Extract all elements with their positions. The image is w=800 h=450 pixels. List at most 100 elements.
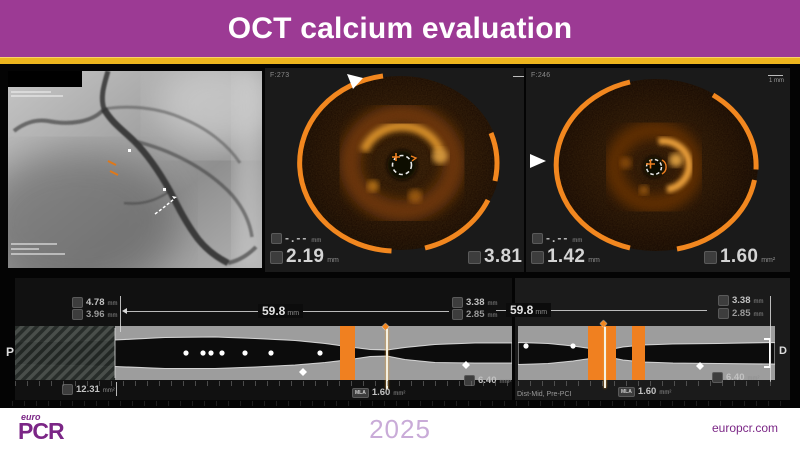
area-value: 3.81 — [484, 246, 523, 267]
diameter-icon — [72, 309, 83, 320]
oct-cross-section-distal-panel: F:246 1 mm -.-- mm 1.42 mm 1.60 mm² — [526, 68, 790, 272]
span-value: 59.8 — [262, 304, 286, 318]
mla-marker — [604, 327, 606, 388]
pending-measure-row: -.-- mm — [532, 231, 582, 245]
diameter-icon — [531, 250, 544, 264]
calcium-band — [632, 326, 645, 380]
bookmark-triangle-icon — [530, 154, 546, 168]
ref-diameter-row-2: 3.96 mm — [72, 309, 118, 320]
oct-cross-section-mid-panel: F:273 -.-- mm 2.19 mm 3.81 mm² — [265, 68, 524, 272]
distal-diameter-row-2: 2.85 mm — [452, 309, 498, 320]
lumen-contour — [15, 336, 512, 370]
lumen-contour — [518, 341, 775, 366]
europcr-logo: PCR — [18, 418, 65, 444]
span-line — [496, 310, 506, 311]
area-row: 1.60 mm² — [704, 246, 775, 268]
distal-marker-line — [770, 296, 771, 382]
calcium-band — [340, 326, 355, 380]
area-unit: mm² — [761, 257, 776, 264]
bookmark-triangle-icon — [347, 74, 363, 89]
span-label: 59.8 mm — [258, 304, 304, 318]
mla-diamond-icon: ◆ — [600, 318, 607, 328]
diameter-icon — [718, 308, 729, 319]
pullback-ruler — [518, 381, 775, 386]
angio-annotations — [107, 149, 177, 215]
lumen-profile-right — [518, 326, 775, 380]
diameter-unit: mm — [588, 257, 600, 264]
span-label: 59.8 mm — [506, 303, 552, 317]
measure-arrow — [154, 198, 175, 215]
pending-measure-row: -.-- mm — [271, 231, 321, 245]
catheter-reticle — [391, 153, 418, 176]
oct-scan-distal — [530, 79, 759, 252]
distal-area: 6.40 — [478, 375, 497, 386]
pending-unit: mm — [311, 238, 322, 244]
diameter-icon — [270, 250, 283, 264]
coronary-vessels — [12, 71, 258, 266]
ref-diameter-row-1: 4.78 mm — [72, 297, 118, 308]
mla-marker — [386, 329, 388, 389]
angiogram-panel — [8, 71, 262, 268]
ruler-icon — [271, 232, 282, 244]
strut-dots — [523, 343, 704, 370]
area-icon — [704, 250, 717, 264]
frame-label: F:246 — [531, 72, 551, 79]
area-marker-line — [116, 382, 117, 396]
angio-info-text — [11, 91, 51, 93]
min-diameter-row: 1.42 mm — [531, 246, 600, 268]
calcium-band — [588, 326, 616, 380]
scale-label: 1 mm — [769, 78, 784, 84]
distal-diameter-1: 3.38 — [732, 295, 751, 306]
distal-diameter-row-1: 3.38 mm — [718, 295, 764, 306]
europcr-logo-euro: euro — [21, 412, 41, 422]
lumen-profile-left — [15, 326, 512, 380]
distal-diameter-2: 2.85 — [732, 308, 751, 319]
pending-unit: mm — [572, 238, 583, 244]
distal-diameter-row-1: 3.38 mm — [452, 297, 498, 308]
prox-area: 12.31 — [76, 384, 100, 395]
wire-marker — [107, 160, 119, 176]
distal-diameter-2: 2.85 — [466, 309, 485, 320]
diameter-unit: mm — [327, 257, 339, 264]
diameter-icon — [452, 297, 463, 308]
pending-value: -.-- — [546, 231, 570, 245]
mla-chip: MLA — [618, 386, 635, 397]
ref-marker-line — [120, 296, 121, 332]
year-label: 2025 — [369, 414, 431, 444]
oct-scan-mid — [297, 73, 500, 254]
guide-catheter-hatch — [15, 326, 115, 380]
distal-diameter-row-2: 2.85 mm — [718, 308, 764, 319]
pullback-ruler — [15, 381, 512, 386]
span-arrowhead — [122, 308, 127, 314]
min-diameter-row: 2.19 mm — [270, 246, 339, 268]
scale-bar — [513, 76, 524, 77]
lesion-marker-dot — [163, 188, 166, 191]
strut-dots — [183, 350, 470, 376]
mla-value: 1.60 — [637, 386, 657, 397]
diameter-value: 2.19 — [286, 246, 325, 267]
mla-value: 1.60 — [371, 387, 391, 398]
website-link: europcr.com — [711, 421, 778, 435]
diameter-value: 1.42 — [547, 246, 586, 267]
bottom-scale-ruler — [12, 401, 790, 406]
mla-chip: MLA — [352, 387, 369, 398]
ref-diameter-1: 4.78 — [86, 297, 105, 308]
redaction-box — [8, 71, 82, 87]
oct-tissue — [605, 121, 703, 213]
slide-title: OCT calcium evaluation — [227, 11, 573, 45]
calcium-arc — [553, 79, 759, 252]
catheter-reticle — [645, 158, 667, 176]
distal-label: D — [779, 345, 787, 357]
angio-info-text — [11, 248, 39, 250]
span-line — [551, 310, 707, 311]
ruler-icon — [532, 232, 543, 244]
area-row: 3.81 mm² — [468, 246, 524, 268]
gold-divider — [0, 57, 800, 64]
title-banner: OCT calcium evaluation — [0, 0, 800, 57]
pending-value: -.-- — [285, 231, 309, 245]
mla-row: MLA 1.60 mm² — [618, 386, 671, 397]
ref-diameter-2: 3.96 — [86, 309, 105, 320]
heart-shadow — [8, 151, 178, 268]
diameter-icon — [718, 295, 729, 306]
